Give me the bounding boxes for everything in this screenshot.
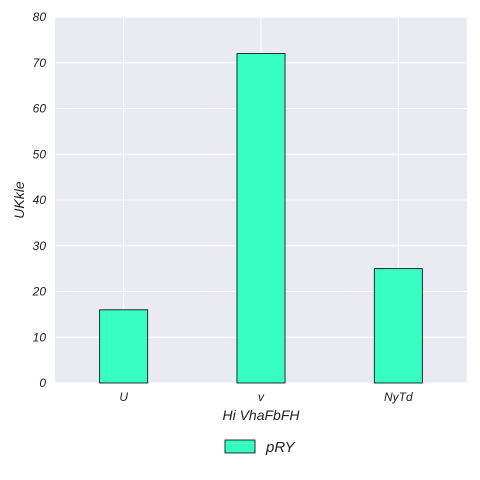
y-tick-label: 60 xyxy=(33,102,47,116)
y-axis-title: UKkle xyxy=(11,181,27,219)
y-tick-label: 70 xyxy=(33,56,47,70)
y-tick-label: 80 xyxy=(33,10,47,24)
bar-NyTd xyxy=(373,268,423,384)
y-tick-label: 30 xyxy=(33,239,47,253)
x-tick-label: U xyxy=(119,390,128,404)
legend-swatch xyxy=(224,439,256,454)
y-tick-label: 0 xyxy=(39,376,46,390)
bars xyxy=(99,53,423,384)
y-tick-label: 40 xyxy=(33,193,47,207)
bar-v xyxy=(236,53,286,384)
x-axis-title: Hi VhaFbFH xyxy=(222,407,300,423)
legend: pRY xyxy=(224,439,296,456)
y-tick-label: 10 xyxy=(33,330,47,344)
y-tick-label: 20 xyxy=(32,285,47,299)
y-tick-labels: 0 10 20 30 40 50 60 70 80 xyxy=(32,10,47,390)
bar-U xyxy=(99,309,149,384)
x-tick-label: NyTd xyxy=(384,390,413,404)
legend-label: pRY xyxy=(265,439,296,456)
y-tick-label: 50 xyxy=(33,147,47,161)
x-tick-label: v xyxy=(258,390,265,404)
